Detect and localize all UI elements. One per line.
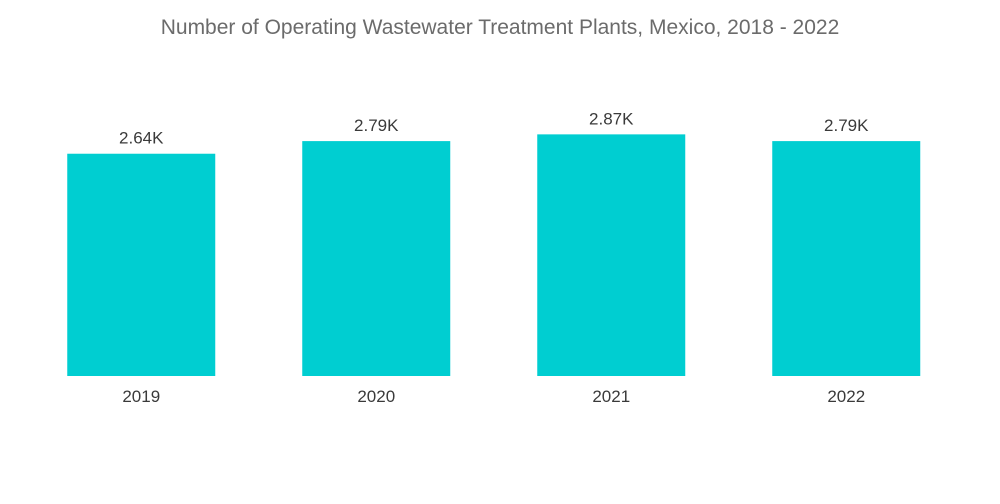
bar-2021 — [537, 134, 686, 376]
x-tick-label-2020: 2020 — [357, 387, 395, 406]
x-tick-label-2022: 2022 — [827, 387, 865, 406]
data-label-2022: 2.79K — [824, 116, 869, 135]
x-tick-label-2021: 2021 — [592, 387, 630, 406]
data-label-2020: 2.79K — [354, 116, 399, 135]
bar-2019 — [67, 153, 216, 376]
data-label-2021: 2.87K — [589, 109, 634, 128]
data-label-2019: 2.64K — [119, 129, 164, 148]
bar-2020 — [302, 141, 451, 376]
bar-2022 — [772, 141, 921, 376]
x-tick-label-2019: 2019 — [122, 387, 160, 406]
chart-title: Number of Operating Wastewater Treatment… — [160, 16, 840, 39]
